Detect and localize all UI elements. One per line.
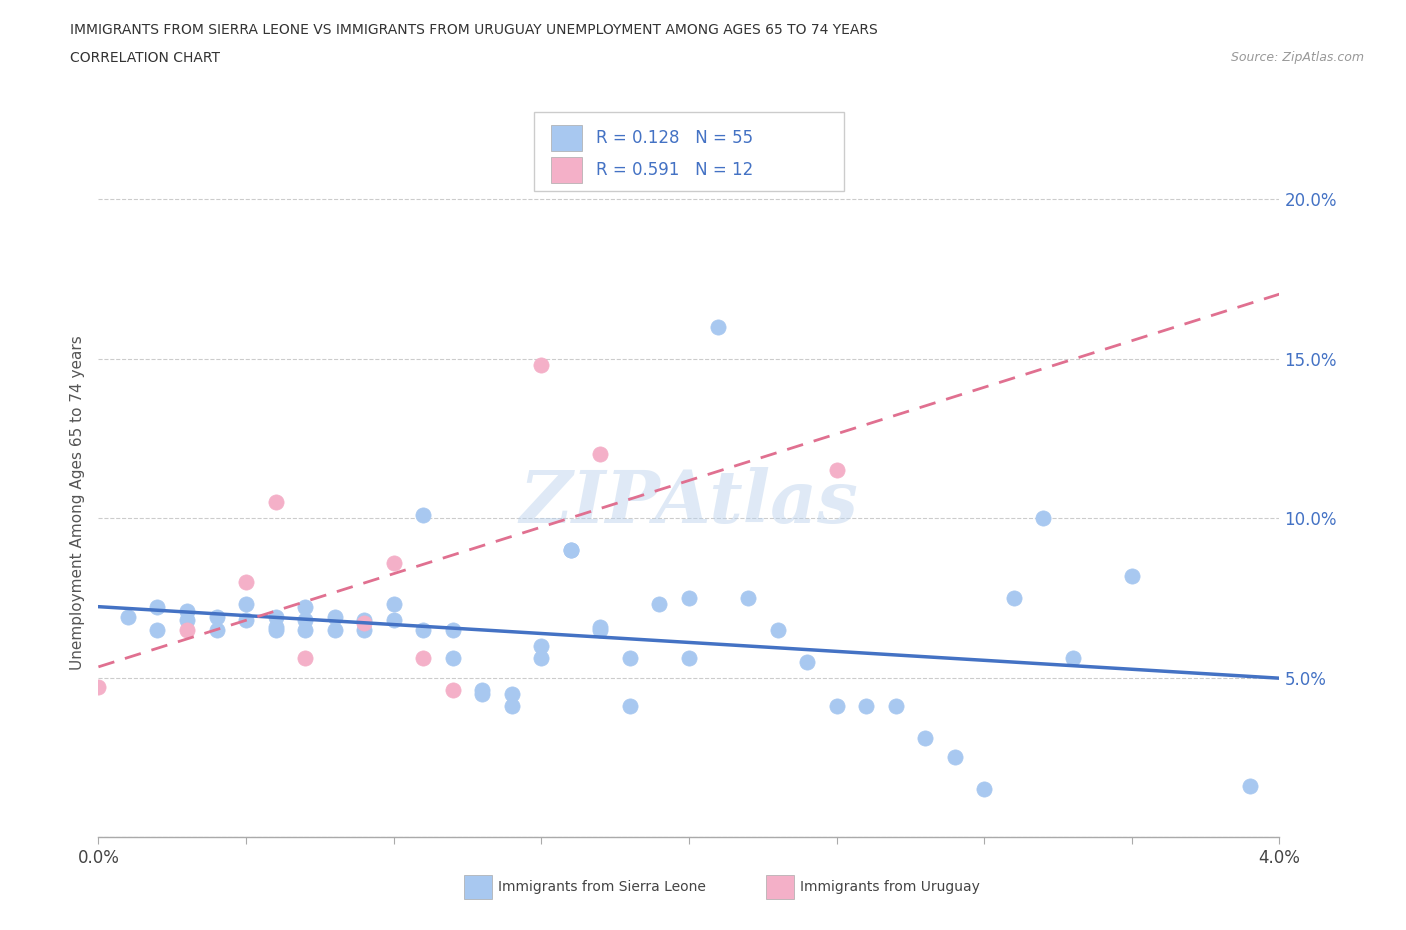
Point <box>294 600 316 615</box>
Point <box>382 555 405 570</box>
Point <box>766 622 789 637</box>
Point <box>382 597 405 612</box>
Point <box>441 622 464 637</box>
Point <box>294 651 316 666</box>
Text: R = 0.128   N = 55: R = 0.128 N = 55 <box>596 128 754 147</box>
Text: Immigrants from Sierra Leone: Immigrants from Sierra Leone <box>498 880 706 895</box>
Point <box>530 358 553 373</box>
Point <box>146 622 169 637</box>
Point <box>264 619 287 634</box>
Text: ZIPAtlas: ZIPAtlas <box>520 467 858 538</box>
Point <box>678 651 700 666</box>
Point <box>176 604 198 618</box>
Point <box>441 651 464 666</box>
Point <box>412 651 434 666</box>
Point <box>560 542 582 557</box>
Point <box>176 622 198 637</box>
Point <box>294 613 316 628</box>
Point <box>353 613 375 628</box>
Point <box>825 463 848 478</box>
Point <box>264 495 287 510</box>
Point <box>412 622 434 637</box>
Point <box>235 575 257 590</box>
Point <box>353 616 375 631</box>
Text: R = 0.591   N = 12: R = 0.591 N = 12 <box>596 161 754 179</box>
Point <box>589 622 612 637</box>
Point <box>117 609 139 624</box>
Point <box>235 613 257 628</box>
Point <box>323 609 346 624</box>
Point <box>264 622 287 637</box>
Point <box>589 619 612 634</box>
Point <box>589 447 612 462</box>
Point <box>678 591 700 605</box>
Point <box>205 609 228 624</box>
Point <box>471 683 494 698</box>
Point <box>294 622 316 637</box>
Point <box>87 680 110 695</box>
Point <box>1239 778 1261 793</box>
Point <box>471 686 494 701</box>
Point <box>1121 568 1143 583</box>
Point <box>441 683 464 698</box>
Point <box>353 622 375 637</box>
Text: IMMIGRANTS FROM SIERRA LEONE VS IMMIGRANTS FROM URUGUAY UNEMPLOYMENT AMONG AGES : IMMIGRANTS FROM SIERRA LEONE VS IMMIGRAN… <box>70 23 879 37</box>
Point <box>264 609 287 624</box>
Point <box>914 731 936 746</box>
Point <box>146 600 169 615</box>
Point <box>205 622 228 637</box>
Point <box>382 613 405 628</box>
Point <box>560 542 582 557</box>
Point <box>412 508 434 523</box>
Point <box>501 686 523 701</box>
Y-axis label: Unemployment Among Ages 65 to 74 years: Unemployment Among Ages 65 to 74 years <box>69 335 84 670</box>
Point <box>943 750 966 764</box>
Point <box>737 591 759 605</box>
Point <box>530 638 553 653</box>
Point <box>235 597 257 612</box>
Point <box>530 651 553 666</box>
Point <box>707 319 730 334</box>
Point <box>648 597 671 612</box>
Point <box>1062 651 1084 666</box>
Text: Immigrants from Uruguay: Immigrants from Uruguay <box>800 880 980 895</box>
Point <box>1032 511 1054 525</box>
Point <box>796 654 818 669</box>
Point <box>323 622 346 637</box>
Point <box>619 698 641 713</box>
Point <box>619 651 641 666</box>
Point <box>825 698 848 713</box>
Point <box>973 782 995 797</box>
Text: Source: ZipAtlas.com: Source: ZipAtlas.com <box>1230 51 1364 64</box>
Point <box>176 613 198 628</box>
Point <box>1002 591 1025 605</box>
Text: CORRELATION CHART: CORRELATION CHART <box>70 51 221 65</box>
Point <box>855 698 877 713</box>
Point <box>884 698 907 713</box>
Point <box>501 698 523 713</box>
